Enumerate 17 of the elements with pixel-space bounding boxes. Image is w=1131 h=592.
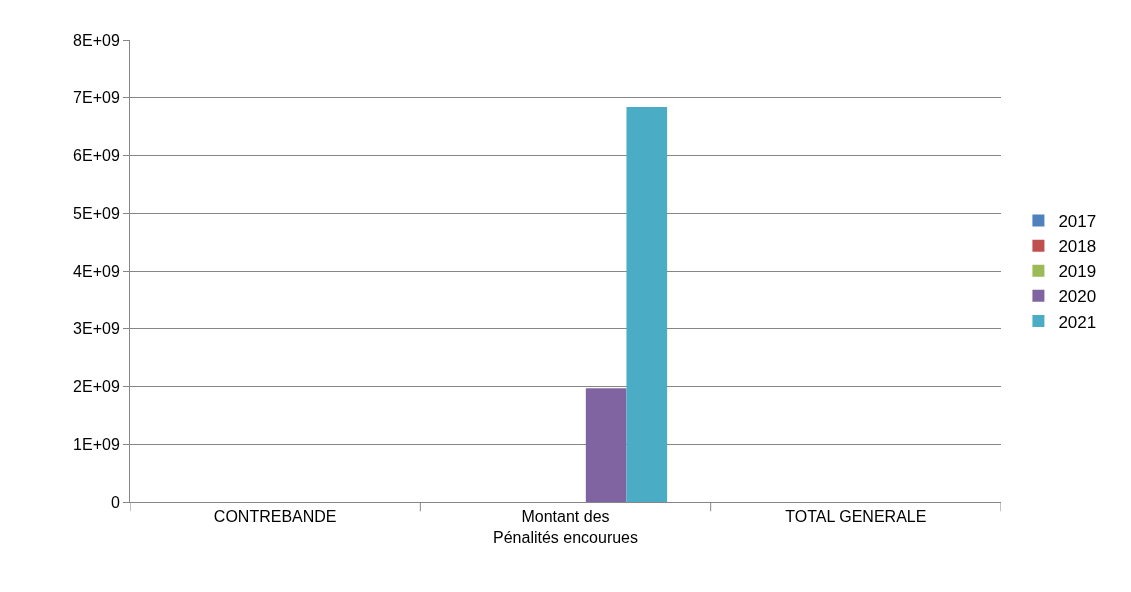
- y-tick-label: 2E+09: [73, 378, 120, 396]
- legend-label: 2019: [1058, 262, 1097, 282]
- legend-label: 2017: [1058, 212, 1097, 232]
- y-tick-label: 6E+09: [73, 147, 120, 165]
- y-tick-label: 0: [110, 493, 120, 511]
- x-tick-label: CONTREBANDE: [213, 508, 337, 526]
- y-tick-label: 3E+09: [73, 320, 120, 338]
- legend-label: 2020: [1058, 287, 1097, 307]
- y-tick-label: 4E+09: [73, 262, 120, 280]
- y-tick-label: 7E+09: [73, 89, 120, 107]
- legend-label: 2021: [1058, 312, 1097, 332]
- y-tick-label: 1E+09: [73, 435, 120, 453]
- legend-label: 2018: [1058, 237, 1097, 257]
- y-tick-label: 5E+09: [73, 204, 120, 222]
- x-tick-label: TOTAL GENERALE: [785, 508, 927, 526]
- x-tick-label: Montant des Pénalités encourues: [493, 508, 638, 546]
- y-tick-label: 8E+09: [73, 31, 120, 49]
